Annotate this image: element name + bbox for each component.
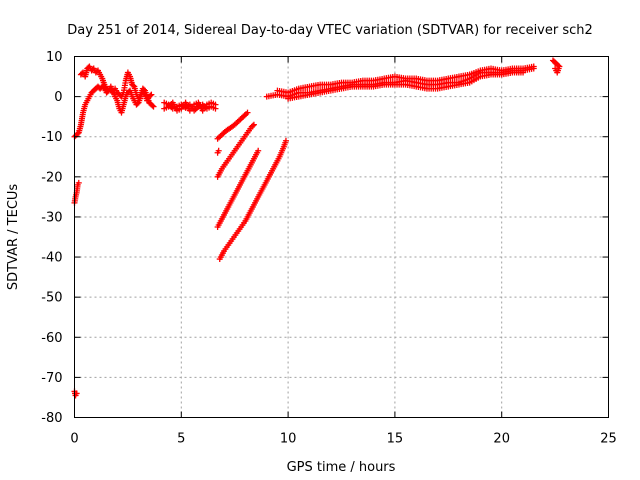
data-point xyxy=(104,86,111,93)
x-tick-label: 10 xyxy=(280,432,297,447)
x-tick-label: 20 xyxy=(493,432,510,447)
data-point xyxy=(530,63,537,70)
x-axis-label: GPS time / hours xyxy=(287,460,396,475)
x-tick-label: 25 xyxy=(600,432,617,447)
axis-ticks: 0 5 10 15 20 25 10 0 -10 -20 -30 -40 -50 -60 -70 -80 xyxy=(41,50,617,447)
x-tick-label: 0 xyxy=(70,432,78,447)
data-point xyxy=(244,109,251,116)
data-point xyxy=(282,137,289,144)
data-point xyxy=(147,92,154,99)
x-tick-label: 15 xyxy=(387,432,404,447)
data-point xyxy=(250,121,257,128)
x-tick-label: 5 xyxy=(177,432,185,447)
y-tick-label: -70 xyxy=(41,371,62,386)
plot-frame xyxy=(74,56,609,418)
data-point xyxy=(134,100,141,107)
data-point xyxy=(215,147,222,154)
y-tick-label: -80 xyxy=(41,411,62,426)
data-point xyxy=(255,147,262,154)
y-axis-label: SDTVAR / TECUs xyxy=(6,184,21,291)
y-tick-label: -10 xyxy=(41,130,62,145)
data-point xyxy=(212,101,219,108)
data-point xyxy=(150,103,157,110)
y-tick-label: -60 xyxy=(41,331,62,346)
data-point xyxy=(149,102,156,109)
data-points xyxy=(71,57,563,399)
grid xyxy=(74,56,609,418)
chart-title: Day 251 of 2014, Sidereal Day-to-day VTE… xyxy=(67,23,593,38)
data-point xyxy=(552,65,559,72)
data-point xyxy=(140,86,147,93)
y-tick-label: 0 xyxy=(54,90,62,105)
data-point xyxy=(130,82,137,89)
y-tick-label: -40 xyxy=(41,251,62,266)
y-tick-label: -20 xyxy=(41,170,62,185)
y-tick-label: -50 xyxy=(41,291,62,306)
data-point xyxy=(249,122,256,129)
y-tick-label: 10 xyxy=(46,50,63,65)
data-point xyxy=(74,130,81,137)
data-point xyxy=(520,69,527,76)
data-point xyxy=(75,179,82,186)
y-tick-label: -30 xyxy=(41,210,62,225)
